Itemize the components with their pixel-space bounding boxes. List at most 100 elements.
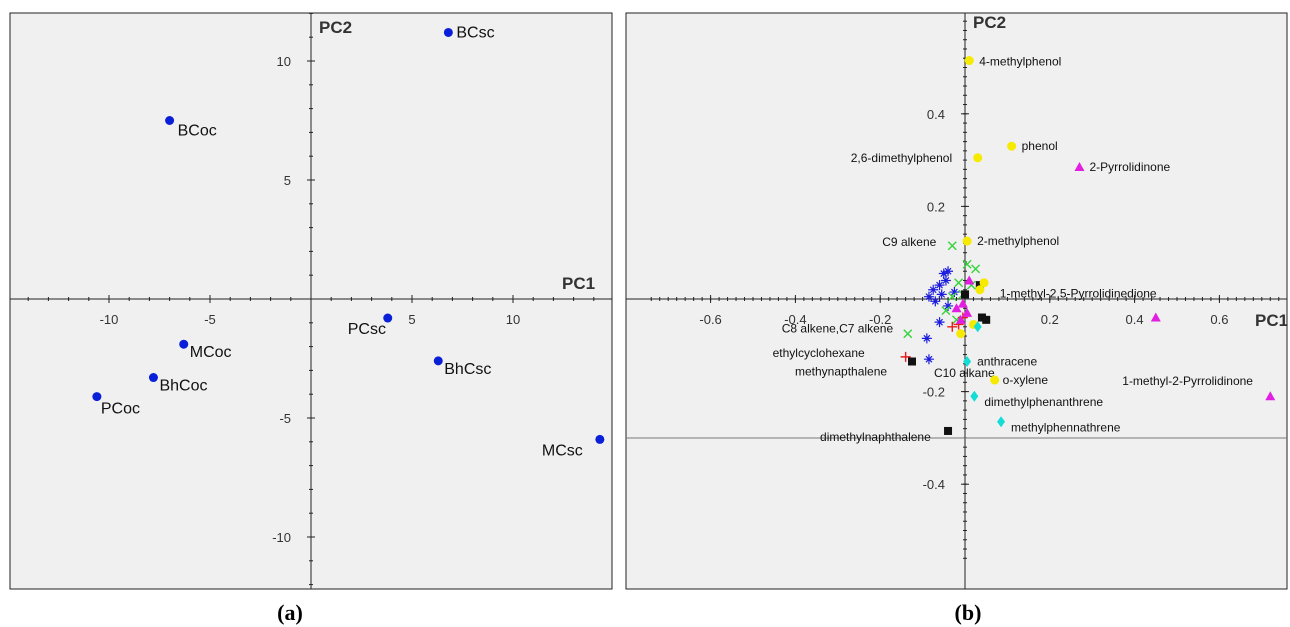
data-point-label: anthracene (977, 355, 1037, 369)
data-point (951, 303, 962, 313)
data-point (964, 275, 975, 285)
data-point (1007, 141, 1017, 151)
data-point (938, 268, 949, 279)
data-point (975, 285, 985, 295)
data-point-label: 4-methylphenol (979, 55, 1061, 69)
data-point (936, 289, 947, 300)
data-point (979, 278, 989, 288)
data-point-label: dimethylphenanthrene (984, 395, 1103, 409)
data-point (997, 416, 1006, 428)
data-point (956, 329, 966, 339)
data-point (982, 315, 991, 324)
data-point (928, 284, 939, 295)
data-point (934, 280, 945, 291)
data-point-label: PCsc (348, 321, 386, 338)
x-tick-label: -10 (100, 312, 119, 327)
data-point (962, 236, 972, 246)
data-point (947, 292, 957, 302)
data-point (990, 375, 1000, 385)
data-point (903, 329, 913, 339)
data-point-label: C8 alkene,C7 alkene (782, 322, 894, 336)
data-point-label: C10 alkane (934, 366, 995, 380)
data-point (908, 357, 916, 366)
data-point (923, 291, 934, 302)
data-point (595, 434, 605, 444)
y-axis-title: PC2 (319, 18, 352, 37)
data-point-label: MCsc (542, 442, 583, 459)
data-point (955, 314, 966, 324)
data-point-label: PCoc (101, 401, 140, 418)
data-point-label: C9 alkene (882, 235, 936, 249)
data-point (962, 307, 973, 317)
data-point-label: ethylcyclohexane (773, 346, 865, 360)
y-tick-label: 0.4 (927, 107, 945, 122)
y-tick-label: 10 (277, 54, 291, 69)
data-point (443, 27, 453, 37)
data-point (1265, 391, 1276, 401)
x-axis-title: PC1 (562, 274, 595, 293)
data-point (949, 287, 960, 298)
data-point (973, 321, 982, 333)
data-point (954, 278, 964, 288)
data-point-label: 1-methyl-2,5-Pyrrolidinedione (1000, 287, 1157, 301)
data-point (148, 373, 158, 383)
data-point-label: 2,6-dimethylphenol (851, 151, 952, 165)
data-point (964, 56, 974, 66)
caption-a: (a) (277, 600, 303, 625)
data-point-label: dimethylnaphthalene (820, 430, 931, 444)
data-point-label: BhCsc (444, 361, 491, 378)
data-point (963, 356, 972, 368)
x-tick-label: 0.6 (1210, 312, 1228, 327)
data-point (943, 300, 954, 311)
x-tick-label: 0.2 (1041, 312, 1059, 327)
data-point (921, 333, 932, 344)
x-tick-label: 10 (506, 312, 520, 327)
data-point (970, 390, 979, 402)
data-point (179, 339, 189, 349)
data-point (383, 313, 393, 323)
data-point-label: 2-methylphenol (977, 234, 1059, 248)
chart-panel-b: -0.6 -0.4 -0.2 0.2 0.4 0.6 0.4 0.2 -0.2 -0.4 PC1 PC… (625, 12, 1288, 590)
data-point (165, 116, 175, 125)
data-point (947, 321, 958, 332)
data-point (962, 259, 972, 269)
caption-b: (b) (955, 600, 982, 625)
x-tick-label: -5 (204, 312, 216, 327)
data-point-label: BCoc (178, 123, 217, 140)
data-point-label: o-xylene (1003, 373, 1049, 387)
data-point (957, 298, 968, 308)
x-tick-label: -0.6 (699, 312, 721, 327)
data-point-label: phenol (1022, 139, 1058, 153)
data-point (947, 241, 957, 251)
y-tick-label: 0.2 (927, 199, 945, 214)
data-point-label: BhCoc (159, 378, 207, 395)
data-point (961, 290, 969, 299)
data-point (934, 317, 945, 328)
data-point-label: MCoc (190, 344, 232, 361)
y-tick-label: 5 (284, 173, 291, 188)
data-point (977, 313, 986, 322)
y-tick-label: -0.4 (923, 477, 945, 492)
data-point (900, 351, 911, 362)
data-point (433, 356, 443, 366)
y-tick-label: -5 (279, 411, 291, 426)
data-point-label: methylphennathrene (1011, 421, 1121, 435)
data-point (941, 306, 951, 316)
data-point (940, 275, 951, 286)
data-point (1150, 312, 1161, 322)
y-axis-title: PC2 (973, 13, 1006, 32)
data-point (92, 392, 102, 402)
y-tick-label: -0.2 (923, 385, 945, 400)
data-point (971, 264, 981, 274)
data-point-label: 1-methyl-2-Pyrrolidinone (1122, 374, 1253, 388)
data-point (973, 153, 983, 163)
data-point (975, 281, 984, 290)
chart-panel-a: -10 -5 5 10 10 5 -5 -10 PC1 PC2 BCsc BCoc PCsc MCoc Bh… (9, 12, 613, 590)
x-tick-label: -0.2 (869, 312, 891, 327)
x-tick-label: 5 (408, 312, 415, 327)
x-tick-label: -0.4 (784, 312, 806, 327)
data-point (923, 354, 934, 365)
x-tick-label: 0.4 (1126, 312, 1144, 327)
data-point (944, 426, 953, 435)
